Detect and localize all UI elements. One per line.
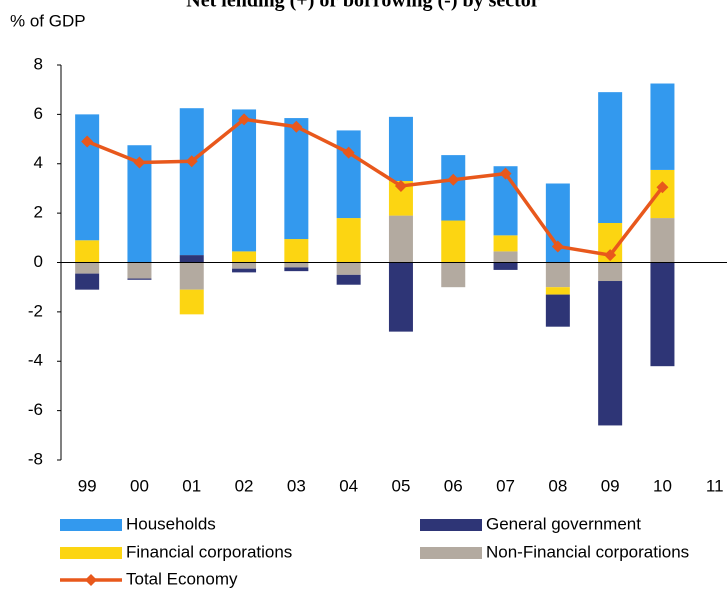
bar [545, 287, 570, 295]
x-tick-label: 01 [182, 476, 201, 495]
bar [336, 218, 361, 263]
bar [284, 239, 309, 263]
bar [336, 130, 361, 219]
bar [388, 262, 413, 332]
marker [447, 173, 460, 186]
y-tick-label: -8 [28, 449, 43, 468]
bar [232, 262, 257, 269]
x-tick-label: 03 [287, 476, 306, 495]
bar [650, 262, 675, 367]
legend-swatch [60, 519, 122, 531]
marker [499, 167, 512, 180]
marker [81, 135, 94, 148]
marker [551, 240, 564, 253]
bar [441, 262, 466, 288]
bar [127, 262, 152, 279]
bar [75, 273, 100, 290]
marker [238, 113, 251, 126]
bar [441, 155, 466, 221]
marker [290, 120, 303, 133]
x-tick-label: 09 [601, 476, 620, 495]
bar [598, 92, 623, 223]
bar [545, 262, 570, 288]
marker [185, 155, 198, 168]
marker [604, 249, 617, 262]
y-tick-label: 8 [34, 54, 43, 73]
bar [179, 262, 204, 290]
bar [75, 240, 100, 263]
bar [284, 267, 309, 272]
bar [179, 108, 204, 256]
x-tick-label: 04 [339, 476, 358, 495]
marker [394, 179, 407, 192]
y-tick-label: -4 [28, 351, 43, 370]
line [86, 117, 664, 257]
bar [75, 114, 100, 241]
bar [441, 220, 466, 263]
x-tick-label: 99 [78, 476, 97, 495]
legend-swatch [420, 547, 482, 559]
x-tick-label: 05 [391, 476, 410, 495]
bar [336, 274, 361, 285]
legend-swatch [85, 574, 97, 586]
x-tick-label: 11 [706, 476, 724, 495]
bar [75, 262, 100, 274]
bar [493, 262, 518, 270]
bar [545, 294, 570, 327]
bar [284, 118, 309, 240]
bar [493, 235, 518, 252]
bar [650, 218, 675, 263]
bar [650, 83, 675, 170]
bar [232, 251, 257, 263]
y-axis-label: % of GDP [10, 11, 86, 30]
y-tick-label: 2 [34, 203, 43, 222]
bar [598, 281, 623, 426]
y-tick-label: 4 [34, 153, 43, 172]
legend-label: General government [486, 514, 641, 533]
bar [650, 169, 675, 219]
x-tick-label: 06 [444, 476, 463, 495]
y-tick-label: 0 [34, 252, 43, 271]
bar [232, 268, 257, 273]
bar [179, 255, 204, 263]
y-tick-label: 6 [34, 104, 43, 123]
bar [493, 251, 518, 263]
bar [284, 262, 309, 268]
y-tick-label: -2 [28, 301, 43, 320]
bar [179, 289, 204, 315]
legend-label: Total Economy [126, 569, 238, 588]
bar [336, 262, 361, 275]
x-tick-label: 08 [548, 476, 567, 495]
bar [388, 215, 413, 263]
x-tick-label: 07 [496, 476, 515, 495]
bar [388, 116, 413, 182]
legend-label: Financial corporations [126, 542, 292, 561]
marker [342, 146, 355, 159]
x-tick-label: 02 [235, 476, 254, 495]
legend-label: Households [126, 514, 216, 533]
legend-label: Non-Financial corporations [486, 542, 689, 561]
legend-swatch [420, 519, 482, 531]
legend-swatch [60, 547, 122, 559]
marker [656, 181, 669, 194]
y-tick-label: -6 [28, 400, 43, 419]
chart-title: Net lending (+) or borrowing (-) by sect… [186, 0, 540, 12]
x-tick-label: 00 [130, 476, 149, 495]
bar [598, 262, 623, 282]
marker [133, 156, 146, 169]
bar [232, 109, 257, 252]
bar [127, 278, 152, 280]
x-tick-label: 10 [653, 476, 672, 495]
